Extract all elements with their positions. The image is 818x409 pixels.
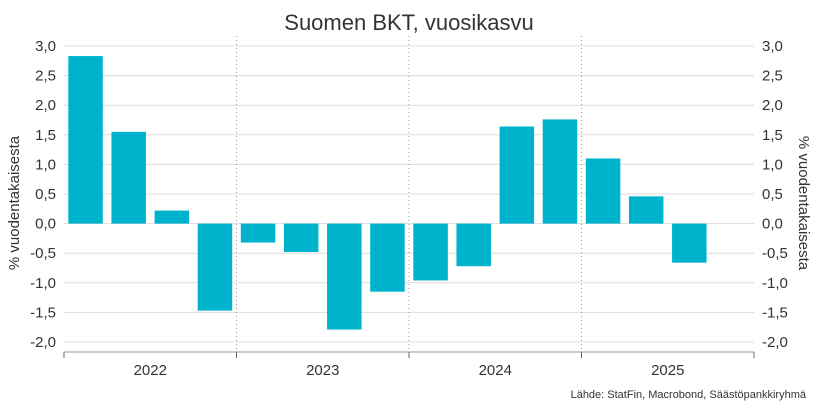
year-separators [236,36,582,352]
y-tick-label-right: -0,5 [762,245,788,262]
x-tick-label: 2022 [134,362,167,379]
y-tick-label-right: 1,0 [762,156,783,173]
y-tick-label-left: 3,0 [35,38,56,55]
y-tick-label-right: 3,0 [762,38,783,55]
x-tick-label: 2025 [651,362,684,379]
y-tick-label-right: -1,5 [762,304,788,321]
bar-2024Q2 [456,223,491,267]
bar-2022Q2 [111,131,146,224]
y-tick-label-right: 1,5 [762,127,783,144]
x-axis: 2022 2023 2024 2025 [63,351,755,379]
y-tick-label-right: 2,5 [762,68,783,85]
left-y-axis: 3,0 2,5 2,0 1,5 1,0 0,5 0,0 -0,5 -1,0 -1,5 -2,0 [30,38,56,351]
y-tick-label-left: -2,0 [30,334,56,351]
y-tick-label-left: 1,5 [35,127,56,144]
y-tick-label-right: 0,5 [762,186,783,203]
bar-2022Q3 [154,210,190,224]
bar-2022Q1 [68,56,103,224]
y-tick-label-left: 0,5 [35,186,56,203]
y-axis-title-left: % vuodentakaisesta [6,135,23,270]
bar-2023Q3 [327,223,362,330]
y-tick-label-right: 0,0 [762,216,783,233]
x-tick-label: 2023 [306,362,339,379]
bar-series [68,56,707,330]
bar-2022Q4 [197,223,233,311]
y-tick-label-left: -1,5 [30,304,56,321]
bar-2023Q1 [240,223,276,243]
bar-2023Q4 [370,223,405,292]
bar-2025Q3 [672,223,707,263]
bar-2025Q2 [628,196,664,224]
bar-2024Q1 [413,223,448,281]
y-tick-label-left: -1,0 [30,275,56,292]
y-axis-title-right: % vuodentakaisesta [795,136,812,271]
source-note: Lähde: StatFin, Macrobond, Säästöpankkir… [571,389,807,401]
y-tick-label-left: 1,0 [35,156,56,173]
y-tick-label-left: 0,0 [35,216,56,233]
x-tick-label: 2024 [479,362,512,379]
y-tick-label-left: 2,5 [35,68,56,85]
y-tick-label-right: -2,0 [762,334,788,351]
gridlines [64,45,754,343]
bar-2023Q2 [283,223,319,253]
chart-title: Suomen BKT, vuosikasvu [284,10,533,35]
bar-2024Q3 [499,126,535,224]
bar-2025Q1 [585,158,621,224]
right-y-axis: 3,0 2,5 2,0 1,5 1,0 0,5 0,0 -0,5 -1,0 -1,5 -2,0 [762,38,788,351]
y-tick-label-right: -1,0 [762,275,788,292]
y-tick-label-right: 2,0 [762,97,783,114]
bar-2024Q4 [542,119,578,224]
y-tick-label-left: 2,0 [35,97,56,114]
y-tick-label-left: -0,5 [30,245,56,262]
